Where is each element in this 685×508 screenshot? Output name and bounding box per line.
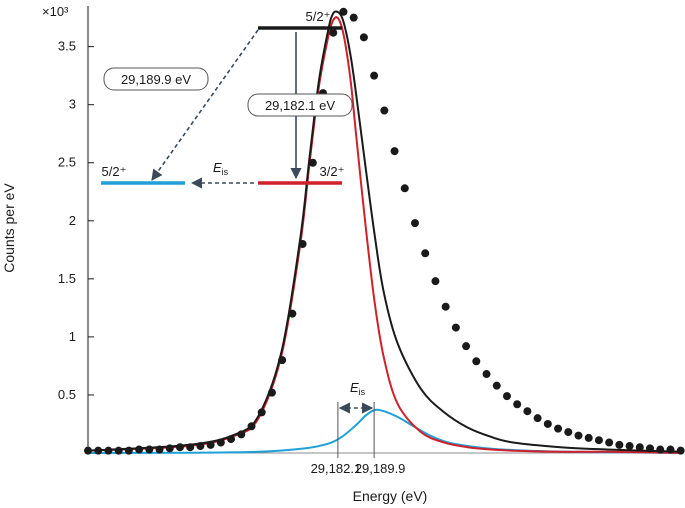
- y-axis-multiplier: ×10³: [42, 4, 69, 19]
- data-point: [124, 446, 133, 455]
- data-point: [646, 444, 655, 453]
- isomer-shift-label: Eis: [350, 380, 366, 397]
- data-point: [502, 392, 511, 401]
- x-tick-label-isomer: 29,189.9: [355, 461, 406, 476]
- data-point: [165, 444, 174, 453]
- data-point: [175, 443, 184, 452]
- data-point: [135, 445, 144, 454]
- data-point: [380, 106, 389, 115]
- data-point: [482, 370, 491, 379]
- data-point: [278, 356, 287, 365]
- data-point: [451, 323, 460, 332]
- data-point: [441, 302, 450, 311]
- data-point: [400, 184, 409, 193]
- transition-arrow-isomer: [151, 29, 259, 181]
- data-point: [594, 436, 603, 445]
- data-point: [584, 433, 593, 442]
- data-point: [370, 71, 379, 80]
- y-tick-label: 1: [69, 329, 76, 344]
- data-point: [247, 422, 256, 431]
- data-point: [288, 309, 297, 318]
- data-point: [656, 445, 665, 454]
- transition-isomer-label: 29,189.9 eV: [121, 72, 191, 87]
- y-axis-label: Counts per eV: [1, 183, 17, 273]
- data-point: [145, 445, 154, 454]
- data-point: [513, 400, 522, 409]
- x-axis-label: Energy (eV): [353, 488, 428, 504]
- plot-area: [84, 7, 685, 455]
- data-point: [523, 407, 532, 416]
- data-point: [94, 446, 103, 455]
- y-ticks: 0.5 1 1.5 2 2.5 3 3.5: [58, 39, 94, 402]
- data-point: [339, 7, 348, 16]
- transition-main-label: 29,182.1 eV: [265, 98, 335, 113]
- data-point: [155, 445, 164, 454]
- data-point: [676, 446, 685, 455]
- y-tick-label: 2.5: [58, 155, 76, 170]
- data-point: [298, 240, 307, 249]
- data-point: [84, 446, 92, 455]
- isomer-shift-inset-label: Eis: [213, 160, 229, 177]
- y-tick-label: 0.5: [58, 387, 76, 402]
- level-scheme-inset: 5/2⁺ 3/2⁺ 5/2⁺ 29,182.1 eV 29,189.9 eV E…: [101, 9, 353, 189]
- data-point: [237, 430, 246, 439]
- level-lower-left-label: 5/2⁺: [102, 164, 127, 179]
- data-point: [114, 446, 123, 455]
- data-point: [533, 414, 542, 423]
- data-point: [564, 428, 573, 437]
- energy-markers: Eis 29,182.1 29,189.9: [311, 380, 406, 476]
- data-point: [349, 13, 358, 22]
- data-point: [257, 408, 266, 417]
- level-lower-right-label: 3/2⁺: [320, 164, 345, 179]
- y-tick-label: 3.5: [58, 39, 76, 54]
- data-point: [605, 438, 614, 447]
- data-point: [308, 158, 317, 167]
- y-tick-label: 3: [69, 97, 76, 112]
- series-line-total-fit: [87, 10, 684, 453]
- data-point: [492, 381, 501, 390]
- data-point: [666, 445, 675, 454]
- data-point: [625, 442, 634, 451]
- data-point: [216, 438, 225, 447]
- level-upper-label: 5/2⁺: [306, 9, 331, 24]
- data-point: [329, 28, 338, 37]
- data-point: [472, 357, 481, 366]
- data-point: [421, 249, 430, 258]
- data-point: [462, 342, 471, 351]
- data-point: [410, 219, 419, 228]
- y-tick-label: 2: [69, 213, 76, 228]
- data-point: [359, 33, 368, 42]
- y-tick-label: 1.5: [58, 271, 76, 286]
- x-tick-label-main: 29,182.1: [311, 461, 362, 476]
- data-point: [615, 440, 624, 449]
- data-point: [635, 443, 644, 452]
- data-point: [104, 446, 113, 455]
- data-point: [554, 424, 563, 433]
- data-point: [431, 277, 440, 286]
- data-point: [543, 419, 552, 428]
- data-point: [227, 435, 236, 444]
- isomer-shift-inset-sub: is: [222, 167, 229, 177]
- transition-main-box: [247, 93, 353, 117]
- data-point: [206, 440, 215, 449]
- data-point: [186, 443, 195, 452]
- transition-isomer-box: [103, 67, 209, 91]
- data-point: [574, 431, 583, 440]
- isomer-shift-sub: is: [359, 387, 366, 397]
- data-point: [267, 388, 276, 397]
- data-point: [390, 147, 399, 156]
- data-point: [196, 442, 205, 451]
